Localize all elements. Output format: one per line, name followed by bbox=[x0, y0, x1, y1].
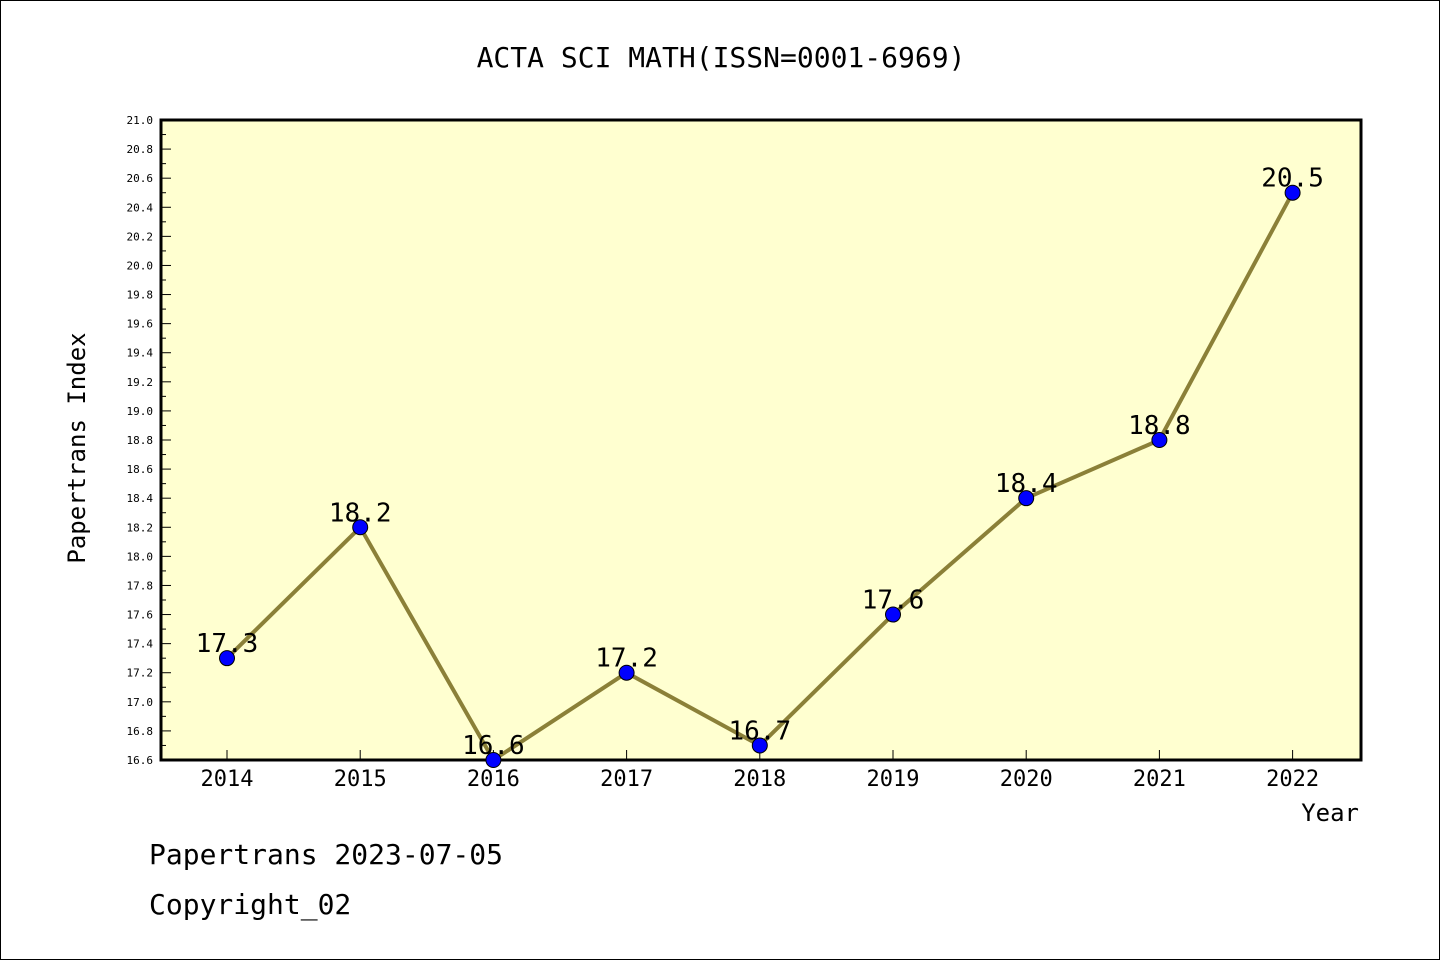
y-tick-label: 16.8 bbox=[127, 725, 154, 738]
y-tick-label: 19.4 bbox=[127, 347, 154, 360]
data-point bbox=[751, 737, 768, 754]
y-tick-label: 20.6 bbox=[127, 172, 154, 185]
x-tick-label: 2016 bbox=[467, 767, 520, 792]
data-label: 16.7 bbox=[728, 716, 791, 746]
data-point bbox=[352, 519, 369, 536]
x-tick-label: 2015 bbox=[334, 767, 387, 792]
x-tick-label: 2019 bbox=[867, 767, 920, 792]
x-tick-label: 2022 bbox=[1266, 767, 1319, 792]
y-tick-label: 18.2 bbox=[127, 521, 154, 534]
y-axis-label: Papertrans Index bbox=[63, 332, 91, 563]
y-tick-label: 18.6 bbox=[127, 463, 154, 476]
y-tick-label: 17.2 bbox=[127, 667, 154, 680]
y-tick-label: 16.6 bbox=[127, 754, 154, 767]
data-point bbox=[1018, 490, 1035, 507]
y-tick-label: 17.4 bbox=[127, 638, 154, 651]
data-label: 16.6 bbox=[462, 731, 525, 761]
x-axis: 2014 2015 2016 2017 2018 2019 2020 2021 2022 bbox=[201, 750, 1319, 792]
x-tick-label: 2021 bbox=[1133, 767, 1186, 792]
data-points bbox=[219, 184, 1301, 768]
x-tick-label: 2020 bbox=[1000, 767, 1053, 792]
x-tick-label: 2018 bbox=[733, 767, 786, 792]
x-tick-label: 2014 bbox=[201, 767, 254, 792]
y-tick-label: 17.8 bbox=[127, 579, 154, 592]
y-tick-label: 18.8 bbox=[127, 434, 154, 447]
data-label: 18.2 bbox=[329, 498, 392, 528]
y-tick-label: 20.8 bbox=[127, 143, 154, 156]
y-tick-label: 19.0 bbox=[127, 405, 154, 418]
y-tick-label: 19.6 bbox=[127, 318, 154, 331]
data-label: 20.5 bbox=[1261, 164, 1324, 194]
data-point bbox=[485, 752, 502, 768]
y-axis: 16.6 16.8 17.0 17.2 17.4 17.6 17.8 18.0 18.2 18.4… bbox=[127, 114, 171, 767]
data-point bbox=[219, 650, 235, 667]
y-tick-label: 19.2 bbox=[127, 376, 154, 389]
data-label: 17.2 bbox=[595, 644, 658, 674]
y-tick-label: 20.2 bbox=[127, 230, 154, 243]
footer-copyright: Copyright_02 bbox=[149, 888, 351, 922]
data-label: 17.3 bbox=[196, 629, 259, 659]
footer-date: Papertrans 2023-07-05 bbox=[149, 838, 503, 871]
data-point bbox=[618, 664, 635, 681]
y-tick-label: 17.0 bbox=[127, 696, 154, 709]
data-label: 18.4 bbox=[995, 469, 1058, 499]
y-tick-label: 21.0 bbox=[127, 114, 154, 127]
chart-title: ACTA SCI MATH(ISSN=0001-6969) bbox=[477, 41, 966, 74]
x-axis-label: Year bbox=[1301, 799, 1359, 827]
y-tick-label: 20.0 bbox=[127, 259, 154, 272]
y-tick-label: 20.4 bbox=[127, 201, 154, 214]
data-label: 17.6 bbox=[862, 586, 925, 616]
y-tick-label: 17.6 bbox=[127, 609, 154, 622]
x-tick-label: 2017 bbox=[600, 767, 653, 792]
y-tick-label: 19.8 bbox=[127, 289, 154, 302]
y-tick-label: 18.0 bbox=[127, 550, 154, 563]
data-label: 18.8 bbox=[1128, 411, 1191, 441]
data-point bbox=[1151, 432, 1168, 448]
data-point bbox=[1284, 184, 1301, 201]
data-point bbox=[885, 606, 901, 623]
data-labels: 17.3 18.2 16.6 17.2 16.7 17.6 18.4 18.8 20.5 bbox=[196, 164, 1324, 761]
y-tick-label: 18.4 bbox=[127, 492, 154, 505]
